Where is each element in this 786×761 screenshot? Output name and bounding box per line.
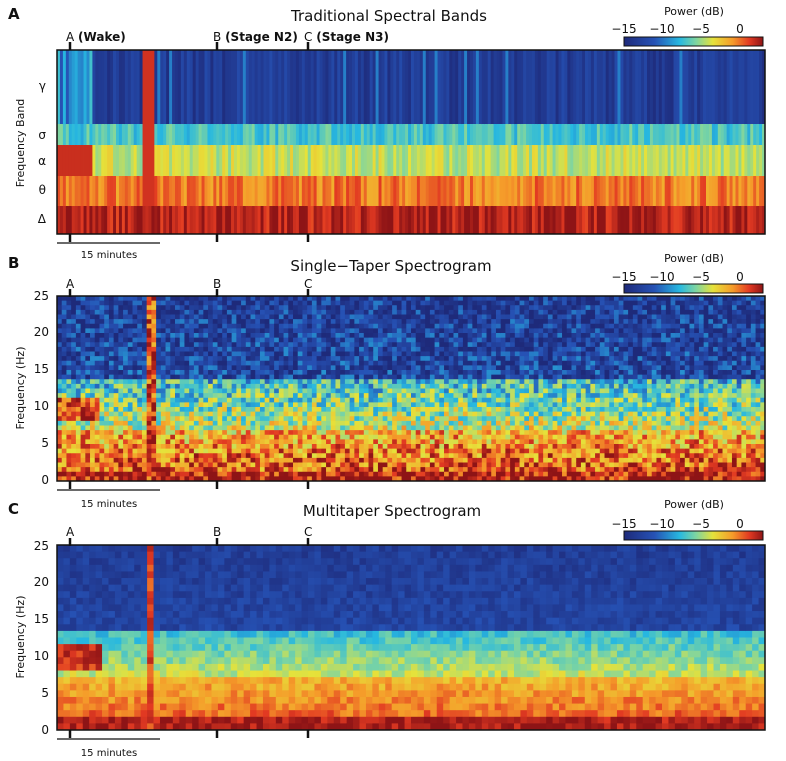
y-axis-label: Frequency (Hz) [14, 596, 27, 679]
y-ticks: 0 5 10 15 20 25 [34, 289, 49, 487]
panel-letter: A [8, 5, 20, 23]
colorbar: Power (dB) −15 −10 −5 0 [611, 252, 764, 294]
colorbar-tick: −5 [692, 270, 710, 284]
marker-b: B [213, 277, 221, 291]
colorbar-tick: 0 [736, 517, 744, 531]
colorbar-tick: 0 [736, 270, 744, 284]
band-label-sigma: σ [38, 128, 46, 142]
marker-a: A (Wake) [66, 30, 126, 44]
y-axis-label: Frequency Band [14, 99, 27, 188]
y-ticks: 0 5 10 15 20 25 [34, 539, 49, 737]
y-tick-label: 20 [34, 325, 49, 339]
y-tick-label: 15 [34, 612, 49, 626]
colorbar: Power (dB) −15 −10 −5 0 [611, 498, 764, 541]
marker-b: B (Stage N2) [213, 30, 298, 44]
colorbar-tick: −10 [649, 517, 674, 531]
band-label-theta: θ [39, 183, 46, 197]
chart-title: Traditional Spectral Bands [290, 7, 487, 25]
band-label-gamma: γ [39, 79, 46, 93]
panel-letter: B [8, 254, 19, 272]
y-tick-label: 5 [41, 436, 49, 450]
scale-bar-label: 15 minutes [81, 499, 137, 510]
y-tick-label: 25 [34, 289, 49, 303]
colorbar-gradient [623, 36, 764, 47]
panel-c: C Multitaper Spectrogram Frequency (Hz) … [8, 498, 766, 759]
y-tick-label: 15 [34, 362, 49, 376]
colorbar-gradient [623, 530, 764, 541]
panel-a: A Traditional Spectral Bands Frequency B… [8, 5, 766, 261]
colorbar-tick: −5 [692, 517, 710, 531]
marker-c: C [304, 525, 312, 539]
colorbar-gradient [623, 283, 764, 294]
colorbar-tick: −15 [611, 517, 636, 531]
y-tick-label: 0 [41, 723, 49, 737]
band-label-alpha: α [38, 154, 46, 168]
marker-c: C [304, 277, 312, 291]
heatmap-area [57, 50, 766, 235]
heatmap-area [57, 296, 766, 482]
marker-c: C (Stage N3) [304, 30, 389, 44]
heatmap-area [57, 545, 766, 731]
marker-a: A [66, 525, 75, 539]
colorbar-tick: −10 [649, 270, 674, 284]
plot-frame [56, 49, 766, 235]
scale-bar-label: 15 minutes [81, 748, 137, 759]
colorbar-label: Power (dB) [664, 498, 724, 511]
band-label-delta: Δ [38, 212, 47, 226]
y-tick-label: 10 [34, 399, 49, 413]
colorbar-label: Power (dB) [664, 5, 724, 18]
colorbar-tick: −5 [692, 22, 710, 36]
chart-title: Single−Taper Spectrogram [290, 257, 491, 275]
colorbar-tick: 0 [736, 22, 744, 36]
marker-b: B [213, 525, 221, 539]
plot-frame [56, 295, 766, 482]
y-tick-label: 25 [34, 539, 49, 553]
panel-b: B Single−Taper Spectrogram Frequency (Hz… [8, 252, 766, 510]
y-tick-label: 10 [34, 649, 49, 663]
plot-frame [56, 544, 766, 731]
y-tick-label: 5 [41, 686, 49, 700]
scale-bar-label: 15 minutes [81, 250, 137, 261]
y-tick-label: 0 [41, 473, 49, 487]
chart-title: Multitaper Spectrogram [303, 502, 481, 520]
colorbar-tick: −15 [611, 270, 636, 284]
y-tick-label: 20 [34, 575, 49, 589]
y-axis-label: Frequency (Hz) [14, 347, 27, 430]
marker-a: A [66, 277, 75, 291]
panel-letter: C [8, 500, 19, 518]
colorbar-label: Power (dB) [664, 252, 724, 265]
colorbar: Power (dB) −15 −10 −5 0 [611, 5, 764, 47]
colorbar-tick: −10 [649, 22, 674, 36]
colorbar-tick: −15 [611, 22, 636, 36]
